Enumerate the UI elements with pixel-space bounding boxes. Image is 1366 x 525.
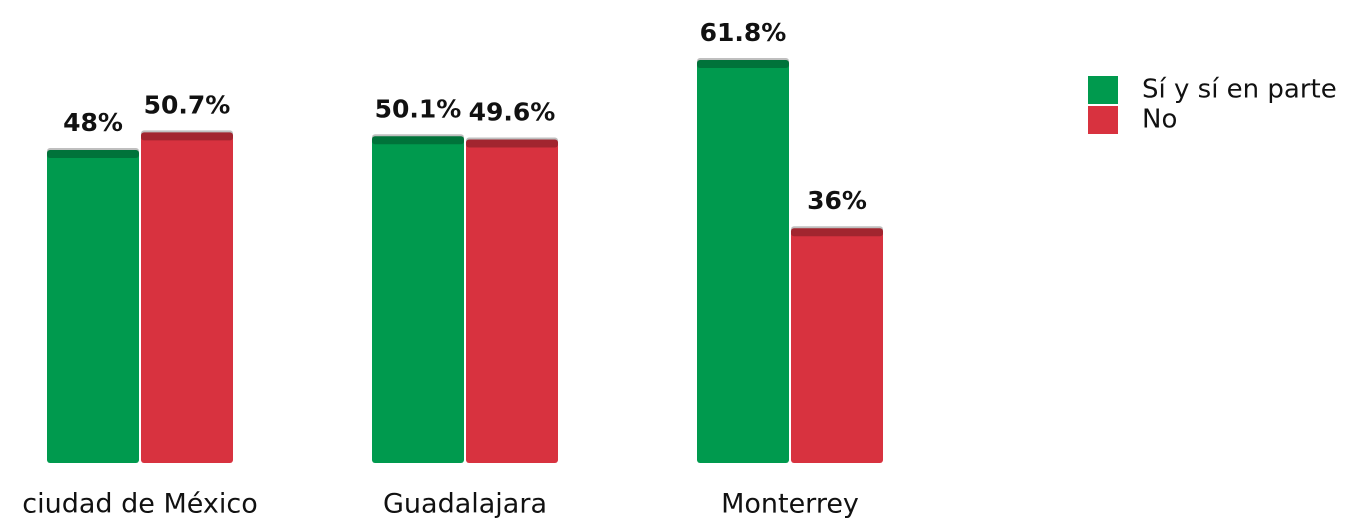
x-tick-label: ciudad de México [22, 489, 257, 520]
bar-cap [466, 137, 558, 148]
value-label: 36% [807, 186, 867, 215]
bar-cap [791, 226, 883, 237]
bar [466, 139, 558, 463]
x-tick-label: Guadalajara [383, 489, 547, 520]
legend-label: Sí y sí en parte [1142, 75, 1337, 105]
bar-cap [47, 147, 139, 158]
x-tick-label: Monterrey [721, 489, 859, 520]
legend-swatch [1088, 106, 1118, 134]
value-label: 61.8% [700, 18, 787, 47]
value-label: 48% [63, 108, 123, 137]
value-label: 49.6% [469, 98, 556, 127]
bar-cap [141, 130, 233, 141]
bar [372, 136, 464, 463]
value-label: 50.1% [375, 94, 462, 123]
bar [697, 60, 789, 463]
bar [791, 228, 883, 463]
legend-swatch [1088, 76, 1118, 104]
legend-label: No [1142, 105, 1177, 135]
bar [141, 132, 233, 464]
bar [47, 149, 139, 463]
bar-cap [697, 58, 789, 68]
value-label: 50.7% [144, 90, 231, 119]
bar-cap [372, 134, 464, 145]
